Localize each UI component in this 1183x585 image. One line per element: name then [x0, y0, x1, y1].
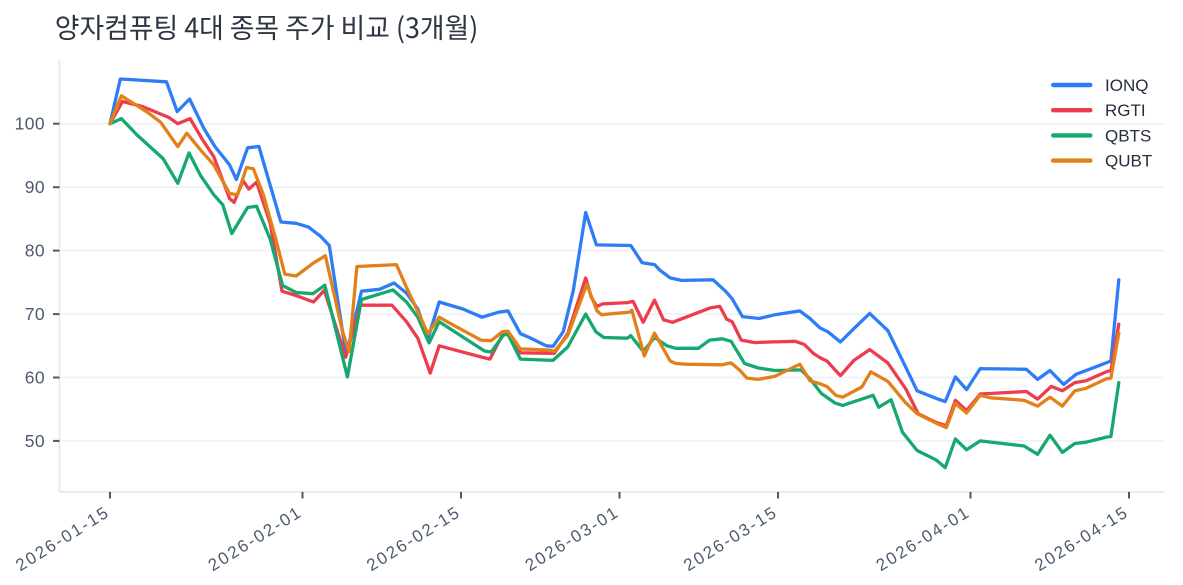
svg-text:100: 100 — [15, 114, 45, 134]
svg-text:80: 80 — [25, 241, 45, 261]
svg-text:QBTS: QBTS — [1105, 126, 1151, 145]
svg-text:50: 50 — [25, 431, 45, 451]
svg-text:QUBT: QUBT — [1105, 152, 1152, 171]
svg-text:60: 60 — [25, 368, 45, 388]
svg-text:IONQ: IONQ — [1105, 76, 1148, 95]
svg-text:RGTI: RGTI — [1105, 101, 1146, 120]
svg-text:90: 90 — [25, 177, 45, 197]
svg-text:70: 70 — [25, 304, 45, 324]
